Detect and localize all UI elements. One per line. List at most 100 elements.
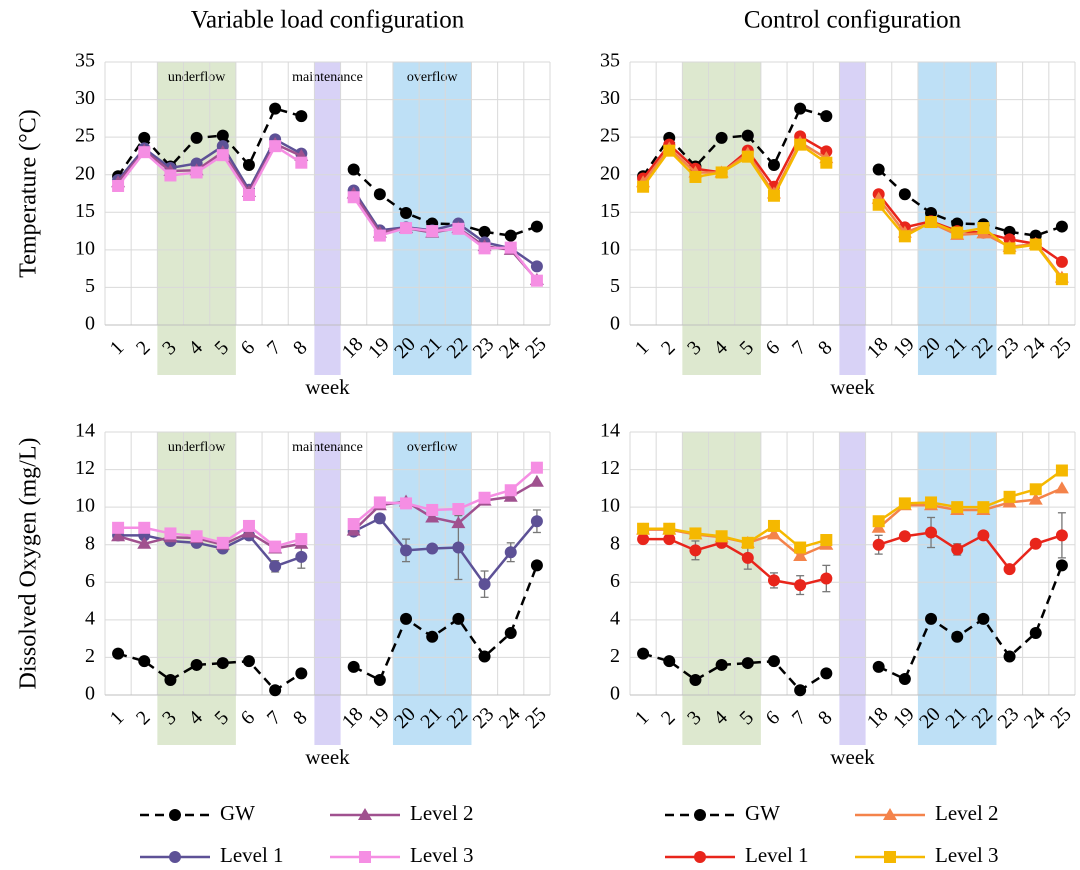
- point: [111, 529, 126, 542]
- y-tick-label: 35: [75, 50, 95, 72]
- point: [478, 578, 491, 591]
- point: [347, 518, 360, 531]
- x-tick-label: 18: [863, 703, 893, 733]
- point: [1028, 492, 1043, 505]
- y-tick-label: 12: [75, 457, 95, 479]
- band: [157, 62, 236, 375]
- point: [295, 550, 308, 563]
- point: [820, 156, 833, 169]
- point: [1003, 233, 1016, 246]
- point: [689, 527, 702, 540]
- x-tick-label: 18: [863, 333, 893, 363]
- point: [767, 519, 780, 532]
- point: [164, 527, 177, 540]
- band: [839, 432, 866, 745]
- x-tick-label: 25: [1046, 703, 1076, 733]
- point: [820, 572, 833, 585]
- point: [767, 655, 780, 668]
- point: [977, 222, 990, 235]
- point: [530, 260, 543, 273]
- point: [530, 559, 543, 572]
- point: [898, 230, 911, 243]
- point: [1055, 273, 1068, 286]
- band: [157, 432, 236, 745]
- point: [451, 516, 466, 529]
- x-tick-label: 2: [657, 337, 680, 360]
- point: [295, 110, 308, 123]
- x-axis-label: week: [830, 745, 875, 769]
- y-tick-label: 25: [600, 125, 620, 147]
- y-tick-label: 0: [610, 683, 620, 705]
- point: [689, 170, 702, 183]
- y-tick-label: 10: [75, 495, 95, 517]
- x-tick-label: 6: [237, 337, 260, 360]
- y-tick-label: 15: [600, 200, 620, 222]
- point: [663, 533, 676, 546]
- x-axis-label: week: [830, 375, 875, 399]
- x-tick-label: 18: [338, 333, 368, 363]
- x-tick-label: 2: [132, 707, 155, 730]
- y-tick-label: 2: [610, 645, 620, 667]
- point: [898, 530, 911, 543]
- point: [504, 229, 517, 242]
- point: [269, 560, 282, 573]
- point: [529, 474, 544, 487]
- y-tick-label: 2: [85, 645, 95, 667]
- legend-label: Level 3: [410, 843, 474, 867]
- x-tick-label: 25: [521, 703, 551, 733]
- point: [138, 521, 151, 534]
- point: [400, 544, 413, 557]
- point: [794, 579, 807, 592]
- point: [925, 496, 938, 509]
- point: [637, 522, 650, 535]
- point: [137, 536, 152, 549]
- point: [1029, 229, 1042, 242]
- point: [112, 179, 125, 192]
- point: [872, 538, 885, 551]
- legend-marker: [359, 851, 371, 863]
- legend-label: Level 2: [935, 801, 999, 825]
- legend-label: Level 3: [935, 843, 999, 867]
- point: [216, 657, 229, 670]
- point: [138, 131, 151, 144]
- point: [637, 647, 650, 660]
- point: [373, 496, 386, 509]
- x-tick-label: 2: [132, 337, 155, 360]
- point: [452, 541, 465, 554]
- point: [1029, 537, 1042, 550]
- y-tick-label: 5: [610, 275, 620, 297]
- x-tick-label: 8: [814, 707, 837, 730]
- point: [951, 226, 964, 239]
- point: [1029, 627, 1042, 640]
- point: [295, 533, 308, 546]
- point: [269, 540, 282, 553]
- y-tick-label: 30: [600, 87, 620, 109]
- point: [766, 527, 781, 540]
- point: [741, 129, 754, 142]
- point: [190, 131, 203, 144]
- x-tick-label: 2: [657, 707, 680, 730]
- x-tick-label: 6: [237, 707, 260, 730]
- x-tick-label: 24: [495, 703, 525, 733]
- point: [977, 529, 990, 542]
- point: [425, 510, 440, 523]
- point: [216, 536, 229, 549]
- y-axis-label: Temperature (°C): [16, 109, 42, 278]
- x-tick-label: 1: [631, 337, 654, 360]
- point: [216, 149, 229, 162]
- point: [925, 526, 938, 539]
- point: [452, 503, 465, 516]
- y-tick-label: 14: [600, 420, 620, 442]
- point: [400, 207, 413, 220]
- point: [478, 491, 491, 504]
- x-tick-label: 24: [495, 333, 525, 363]
- point: [872, 515, 885, 528]
- point: [295, 667, 308, 680]
- point: [347, 163, 360, 176]
- x-tick-label: 25: [1046, 333, 1076, 363]
- point: [794, 541, 807, 554]
- point: [400, 222, 413, 235]
- point: [767, 158, 780, 171]
- legend-marker: [884, 851, 896, 863]
- legend-marker: [883, 808, 897, 820]
